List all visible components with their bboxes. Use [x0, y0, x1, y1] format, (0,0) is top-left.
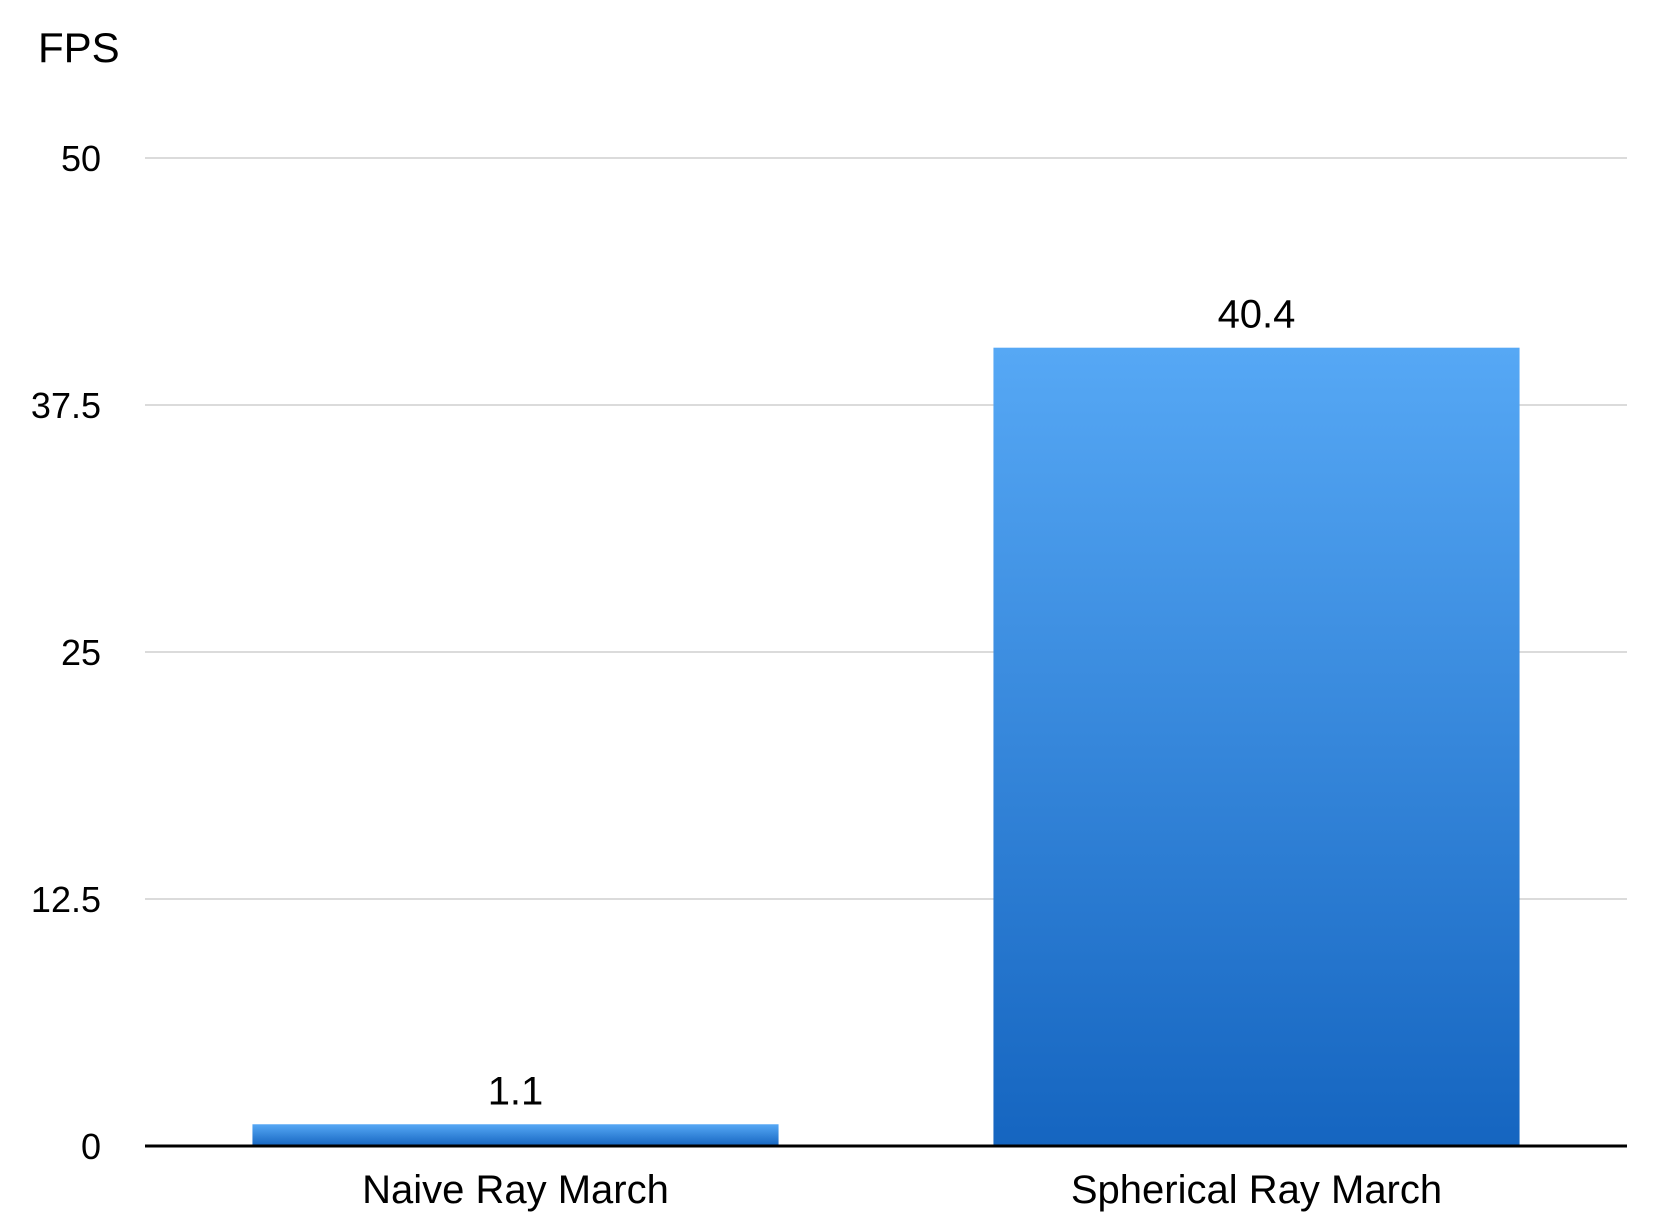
bars	[252, 347, 1520, 1146]
y-tick-label: 0	[81, 1126, 101, 1167]
y-axis-title: FPS	[38, 24, 120, 71]
bar	[993, 347, 1520, 1146]
category-labels: Naive Ray March Spherical Ray March	[362, 1168, 1442, 1212]
x-category-label: Naive Ray March	[362, 1168, 669, 1212]
y-tick-label: 25	[61, 632, 101, 673]
y-tick-label: 37.5	[31, 385, 101, 426]
value-labels: 1.1 40.4	[488, 293, 1296, 1114]
y-tick-label: 12.5	[31, 879, 101, 920]
y-axis-ticks: 0 12.5 25 37.5 50	[31, 138, 101, 1167]
bar-value-label: 1.1	[488, 1069, 544, 1113]
bar-value-label: 40.4	[1218, 293, 1296, 337]
bar	[252, 1124, 779, 1146]
x-category-label: Spherical Ray March	[1071, 1168, 1442, 1212]
y-tick-label: 50	[61, 138, 101, 179]
